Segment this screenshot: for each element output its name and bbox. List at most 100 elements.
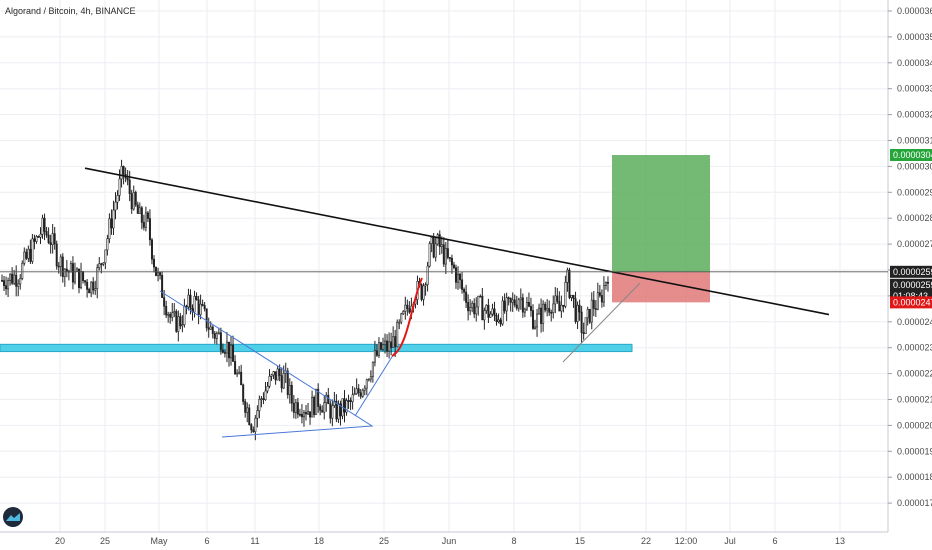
candle-body [359,392,362,397]
position-zones[interactable] [612,155,710,303]
rising-support-line[interactable] [562,282,641,363]
candle-body [594,308,597,310]
candle-body [382,344,385,350]
support-band-rect[interactable] [0,343,633,353]
candle-body [309,411,312,418]
candle-body [505,297,508,312]
triangle-pattern[interactable] [159,290,374,438]
candle-body [73,271,76,283]
candle-body [78,268,81,288]
time-axis[interactable]: 20 25 May 6 11 18 25 Jun 8 15 22 12:00 Jul 6 13 [55,536,845,546]
candle-body [534,326,537,329]
current-price-badge: 0.00002591 [893,280,932,290]
resistance-trendline[interactable] [84,167,830,316]
candle-body [566,269,569,283]
candle-body [450,257,453,266]
candle-body [396,321,399,348]
candle-body [189,294,192,309]
time-tick-label: Jun [442,536,457,546]
candle-body [574,298,577,322]
drawings[interactable] [0,167,888,438]
candle-body [367,378,370,381]
candle-body [363,387,366,391]
candle-body [527,301,530,307]
tradingview-logo[interactable] [3,507,23,527]
candle-body [576,304,579,322]
candle-body [351,394,354,403]
candle-body [331,405,334,419]
candle-body [282,373,285,389]
last-price-badge: 0.00002593 [893,267,932,277]
candle-body [39,233,42,238]
candle-body [436,234,439,245]
candle-body [321,410,324,413]
candle-body [96,267,99,289]
candle-body [92,281,95,291]
candle-body [51,233,54,245]
candle-body [153,258,156,268]
candle-body [5,285,8,290]
candle-body [327,394,330,405]
candle-body [469,307,472,312]
candle-body [65,268,68,272]
price-tick-label: 0.00002400 [897,317,932,327]
candle-body [564,282,567,307]
stop-zone[interactable] [612,271,710,303]
candle-body [538,307,541,315]
candle-body [213,333,216,339]
candle-body [552,303,555,313]
candle-body [256,410,259,419]
curved-arrow[interactable] [391,277,423,357]
candle-body [240,371,243,386]
candle-body [75,268,78,272]
time-tick-label: May [150,536,168,546]
candle-body [388,341,391,352]
price-tick-label: 0.00002900 [897,187,932,197]
candle-body [345,400,348,413]
candle-body [148,218,151,241]
candle-body [446,248,449,258]
candle-body [296,402,299,415]
candle-body [499,319,502,325]
time-tick-label: 25 [379,536,389,546]
candle-body [302,412,305,418]
time-tick-label: 25 [100,536,110,546]
candle-body [556,295,559,302]
candle-body [159,272,162,276]
candle-body [82,271,85,281]
target-zone[interactable] [612,155,710,272]
candle-body [459,273,462,281]
candle-body [373,350,376,363]
candle-body [371,361,374,377]
candle-body [442,244,445,265]
candle-body [548,307,551,313]
candle-body [377,342,380,356]
candle-body [485,304,488,311]
breakout-line[interactable] [354,351,396,417]
candle-body [426,265,429,285]
price-tick-label: 0.00001900 [897,446,932,456]
candle-body [3,280,6,286]
price-tick-label: 0.00002200 [897,369,932,379]
candle-body [195,295,198,301]
candle-body [286,370,289,395]
candle-body [509,297,512,303]
candle-body [242,384,245,402]
candle-body [262,398,265,400]
candle-body [161,275,164,298]
price-tick-label: 0.00002000 [897,420,932,430]
candle-body [511,299,514,303]
candle-body [246,407,249,413]
candle-body [337,403,340,420]
candle-body [408,308,411,313]
candle-body [130,193,133,210]
candle-body [560,304,563,312]
support-band[interactable] [0,343,633,353]
candle-body [386,340,389,352]
candle-body [584,317,587,334]
candle-body [163,297,166,307]
candle-body [379,342,382,350]
candle-body [463,289,466,293]
